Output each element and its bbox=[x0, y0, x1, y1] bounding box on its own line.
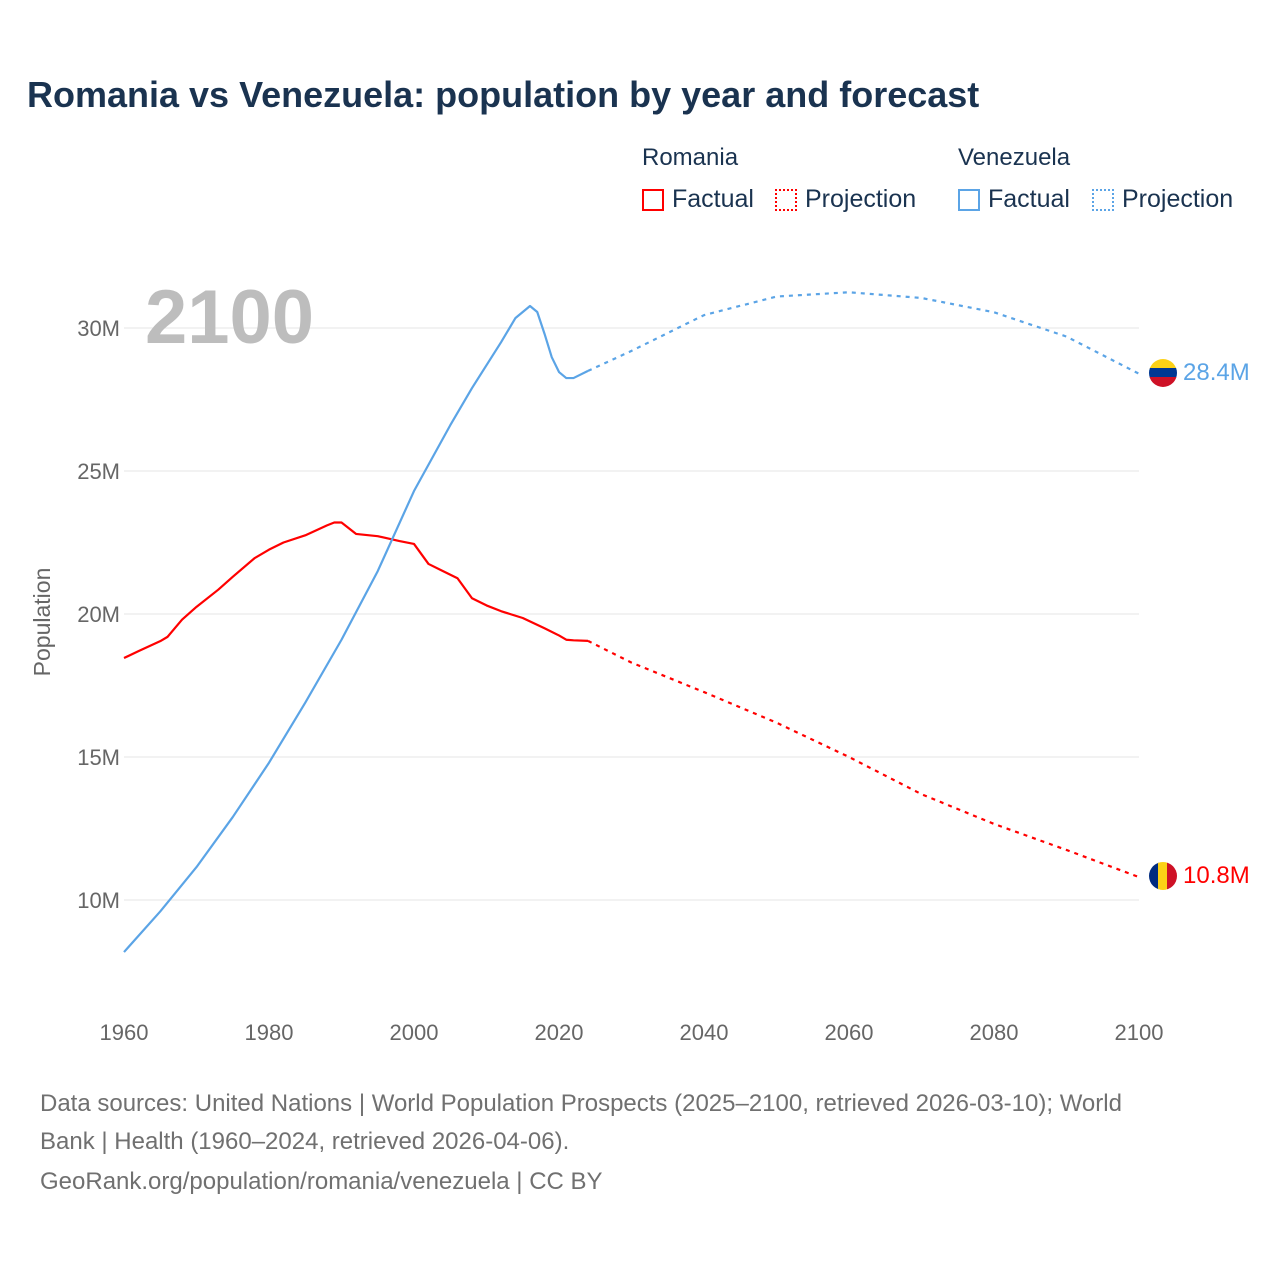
x-tick-label: 2020 bbox=[535, 1020, 584, 1045]
x-tick-label: 2080 bbox=[970, 1020, 1019, 1045]
legend-romania-heading: Romania bbox=[642, 144, 739, 171]
romania-factual-line bbox=[123, 521, 589, 660]
legend-label: Projection bbox=[805, 185, 917, 213]
legend-venezuela-factual[interactable]: Factual bbox=[958, 185, 1070, 214]
x-tick-label: 2000 bbox=[390, 1020, 439, 1045]
legend-venezuela-heading: Venezuela bbox=[958, 144, 1071, 171]
x-tick-label: 2100 bbox=[1115, 1020, 1164, 1045]
legend-swatch-solid bbox=[958, 188, 980, 211]
x-tick-label: 1960 bbox=[100, 1020, 149, 1045]
legend-label: Factual bbox=[988, 185, 1070, 213]
y-tick-label: 20M bbox=[77, 602, 120, 627]
footer-sources-line1: Data sources: United Nations | World Pop… bbox=[40, 1090, 1122, 1117]
romania-end-label: 10.8M bbox=[1183, 862, 1250, 889]
x-tick-label: 2040 bbox=[680, 1020, 729, 1045]
venezuela-factual-line bbox=[123, 304, 589, 953]
x-tick-label: 2060 bbox=[825, 1020, 874, 1045]
y-tick-label: 15M bbox=[77, 745, 120, 770]
legend-venezuela-projection[interactable]: Projection bbox=[1092, 185, 1233, 214]
venezuela-projection-line bbox=[587, 291, 1140, 375]
romania-flag-icon bbox=[1149, 862, 1177, 890]
year-watermark: 2100 bbox=[145, 275, 314, 360]
legend-label: Factual bbox=[672, 185, 754, 213]
y-tick-label: 30M bbox=[77, 316, 120, 341]
romania-projection-line bbox=[587, 639, 1140, 879]
x-tick-label: 1980 bbox=[245, 1020, 294, 1045]
legend-swatch-dotted bbox=[1092, 188, 1114, 211]
y-axis-label: Population bbox=[29, 568, 55, 677]
legend-romania-factual[interactable]: Factual bbox=[642, 185, 754, 214]
y-tick-label: 10M bbox=[77, 888, 120, 913]
footer-link[interactable]: GeoRank.org/population/romania/venezuela… bbox=[40, 1168, 603, 1195]
venezuela-end-label: 28.4M bbox=[1183, 359, 1250, 386]
legend-swatch-solid bbox=[642, 188, 664, 211]
footer-sources-line2: Bank | Health (1960–2024, retrieved 2026… bbox=[40, 1128, 570, 1155]
legend-swatch-dotted bbox=[775, 188, 797, 211]
legend-romania-projection[interactable]: Projection bbox=[775, 185, 916, 214]
legend-label: Projection bbox=[1122, 185, 1234, 213]
y-tick-label: 25M bbox=[77, 459, 120, 484]
venezuela-flag-icon bbox=[1149, 359, 1177, 387]
chart-title: Romania vs Venezuela: population by year… bbox=[27, 74, 980, 115]
